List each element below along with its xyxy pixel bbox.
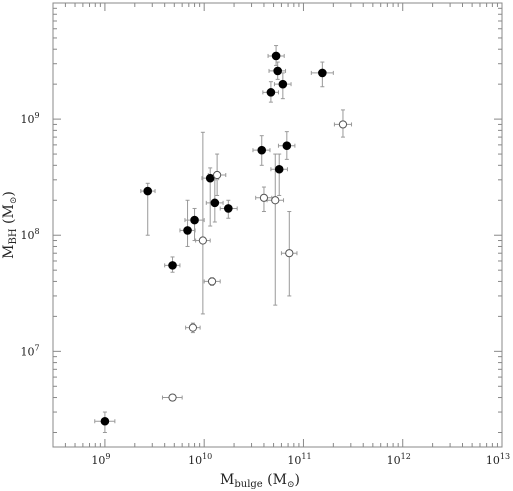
x-tick-label-base: 10	[188, 454, 202, 467]
x-tick-label-base: 10	[287, 454, 301, 467]
x-tick-label-exp: 12	[401, 452, 411, 461]
data-points	[100, 51, 348, 426]
y-tick-label-base: 10	[20, 113, 34, 126]
y-tick-label-base: 10	[20, 229, 34, 242]
x-tick-label-exp: 9	[105, 452, 110, 461]
x-tick-label: 1013	[486, 452, 510, 467]
plot-frame	[52, 2, 503, 448]
data-point-open	[271, 196, 280, 205]
y-tick-label: 108	[20, 227, 39, 242]
x-tick-label-exp: 11	[301, 452, 311, 461]
data-point-filled	[318, 68, 327, 78]
y-tick-label-base: 10	[20, 345, 34, 358]
data-point-filled	[210, 198, 220, 208]
y-tick-label-exp: 8	[34, 227, 39, 236]
data-point-filled	[168, 261, 177, 270]
y-axis-label-main: M	[1, 245, 17, 259]
y-tick-label: 109	[20, 111, 39, 126]
x-tick-label-exp: 13	[500, 452, 510, 461]
x-tick-label-base: 10	[387, 454, 401, 467]
data-point-filled	[278, 79, 288, 89]
data-point-filled	[190, 215, 199, 225]
data-point-open	[207, 277, 217, 286]
y-axis-label-unit-close: )	[1, 191, 17, 196]
x-axis-label-unit: (M	[263, 472, 287, 488]
data-point-filled	[271, 51, 281, 61]
data-point-filled	[257, 145, 267, 155]
error-bars	[94, 45, 353, 433]
x-tick-labels: 109 1010 1011 1012 1013	[91, 452, 510, 467]
x-axis-label-unit-sub: ⊙	[287, 480, 295, 490]
x-tick-label: 109	[91, 452, 110, 467]
x-axis-label-unit-close: )	[295, 472, 300, 488]
data-point-filled	[273, 66, 282, 76]
data-point-open	[198, 236, 207, 245]
data-point-filled	[274, 164, 284, 174]
data-point-filled	[100, 416, 110, 426]
data-point-filled	[282, 141, 292, 151]
axis-ticks	[52, 2, 503, 447]
y-axis-label: MBH (M⊙)	[1, 191, 19, 259]
data-point-open	[168, 393, 177, 402]
data-point-open	[259, 193, 269, 202]
y-axis-label-sub: BH	[8, 228, 19, 244]
x-tick-label-exp: 10	[202, 452, 212, 461]
data-point-filled	[205, 173, 215, 183]
y-axis-label-unit: (M	[1, 204, 17, 228]
x-tick-label-base: 10	[486, 454, 500, 467]
x-tick-label: 1010	[188, 452, 212, 467]
y-tick-label-exp: 9	[34, 111, 39, 120]
x-axis-label: Mbulge (M⊙)	[220, 472, 300, 490]
x-axis-label-sub: bulge	[234, 479, 262, 490]
data-point-filled	[266, 88, 276, 97]
data-point-open	[188, 323, 198, 332]
data-point-open	[285, 249, 294, 258]
x-tick-label: 1012	[387, 452, 411, 467]
y-axis-label-unit-sub: ⊙	[9, 197, 19, 205]
x-axis-label-main: M	[220, 472, 234, 488]
data-point-open	[213, 170, 222, 180]
y-tick-label-exp: 7	[34, 343, 39, 352]
data-point-filled	[224, 204, 233, 213]
x-tick-label: 1011	[287, 452, 311, 467]
data-point-open	[338, 120, 348, 129]
data-point-filled	[143, 186, 153, 196]
x-tick-label-base: 10	[91, 454, 105, 467]
data-point-filled	[183, 226, 192, 235]
y-tick-label: 107	[20, 343, 39, 358]
